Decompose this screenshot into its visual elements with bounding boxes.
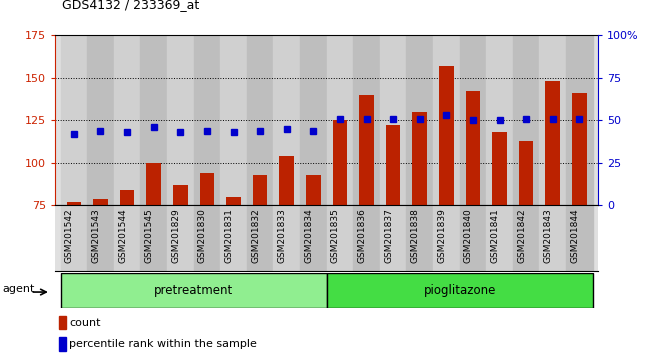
Text: GSM201840: GSM201840	[464, 209, 473, 263]
Bar	[300, 35, 327, 205]
Text: GSM201542: GSM201542	[65, 209, 74, 263]
Bar	[173, 185, 188, 205]
Bar	[60, 273, 327, 308]
Bar	[140, 35, 167, 205]
Bar	[460, 205, 486, 271]
Bar	[439, 66, 454, 205]
Text: pioglitazone: pioglitazone	[423, 284, 496, 297]
Text: GSM201830: GSM201830	[198, 209, 207, 263]
Bar	[433, 35, 460, 205]
Text: percentile rank within the sample: percentile rank within the sample	[69, 339, 257, 349]
Bar	[247, 205, 274, 271]
Text: GSM201842: GSM201842	[517, 209, 526, 263]
Bar	[492, 132, 507, 205]
Bar	[306, 175, 320, 205]
Bar	[406, 35, 433, 205]
Text: GSM201833: GSM201833	[278, 209, 287, 263]
Text: GSM201843: GSM201843	[544, 209, 552, 263]
Text: GSM201834: GSM201834	[304, 209, 313, 263]
Text: GSM201543: GSM201543	[92, 209, 101, 263]
Text: agent: agent	[3, 284, 35, 293]
Bar	[66, 202, 81, 205]
Text: GSM201836: GSM201836	[358, 209, 367, 263]
Bar	[253, 175, 267, 205]
Bar	[274, 205, 300, 271]
Bar	[220, 205, 247, 271]
Bar	[433, 205, 460, 271]
Bar	[300, 205, 327, 271]
Bar	[58, 316, 66, 329]
Bar	[114, 205, 140, 271]
Bar	[60, 205, 87, 271]
Bar	[140, 205, 167, 271]
Bar	[486, 205, 513, 271]
Bar	[386, 125, 400, 205]
Bar	[326, 205, 353, 271]
Bar	[540, 205, 566, 271]
Bar	[513, 205, 540, 271]
Text: GSM201832: GSM201832	[251, 209, 260, 263]
Bar	[167, 205, 194, 271]
Text: GSM201844: GSM201844	[571, 209, 579, 263]
Text: pretreatment: pretreatment	[154, 284, 233, 297]
Bar	[572, 93, 587, 205]
Bar	[226, 197, 240, 205]
Bar	[220, 35, 247, 205]
Bar	[513, 35, 540, 205]
Bar	[353, 35, 380, 205]
Bar	[200, 173, 214, 205]
Text: count: count	[69, 318, 101, 327]
Bar	[120, 190, 135, 205]
Bar	[326, 35, 353, 205]
Bar	[545, 81, 560, 205]
Bar	[519, 141, 534, 205]
Bar	[146, 163, 161, 205]
Bar	[274, 35, 300, 205]
Text: GSM201841: GSM201841	[491, 209, 500, 263]
Bar	[566, 205, 593, 271]
Bar	[380, 205, 406, 271]
Bar	[413, 112, 427, 205]
Bar	[194, 35, 220, 205]
Bar	[58, 337, 66, 350]
Bar	[194, 205, 220, 271]
Bar	[87, 35, 114, 205]
Bar	[247, 35, 274, 205]
Bar	[114, 35, 140, 205]
Bar	[280, 156, 294, 205]
Text: GSM201545: GSM201545	[145, 209, 153, 263]
Bar	[93, 199, 108, 205]
Text: GSM201835: GSM201835	[331, 209, 340, 263]
Bar	[540, 35, 566, 205]
Bar	[486, 35, 513, 205]
Bar	[333, 120, 347, 205]
Text: GSM201838: GSM201838	[411, 209, 420, 263]
Text: GSM201837: GSM201837	[384, 209, 393, 263]
Bar	[60, 35, 87, 205]
Bar	[326, 273, 593, 308]
Bar	[406, 205, 433, 271]
Bar	[167, 35, 194, 205]
Bar	[380, 35, 406, 205]
Bar	[359, 95, 374, 205]
Text: GSM201831: GSM201831	[224, 209, 233, 263]
Bar	[566, 35, 593, 205]
Text: GSM201839: GSM201839	[437, 209, 447, 263]
Text: GSM201544: GSM201544	[118, 209, 127, 263]
Bar	[460, 35, 486, 205]
Bar	[353, 205, 380, 271]
Text: GDS4132 / 233369_at: GDS4132 / 233369_at	[62, 0, 199, 11]
Text: GSM201829: GSM201829	[172, 209, 180, 263]
Bar	[465, 91, 480, 205]
Bar	[87, 205, 114, 271]
